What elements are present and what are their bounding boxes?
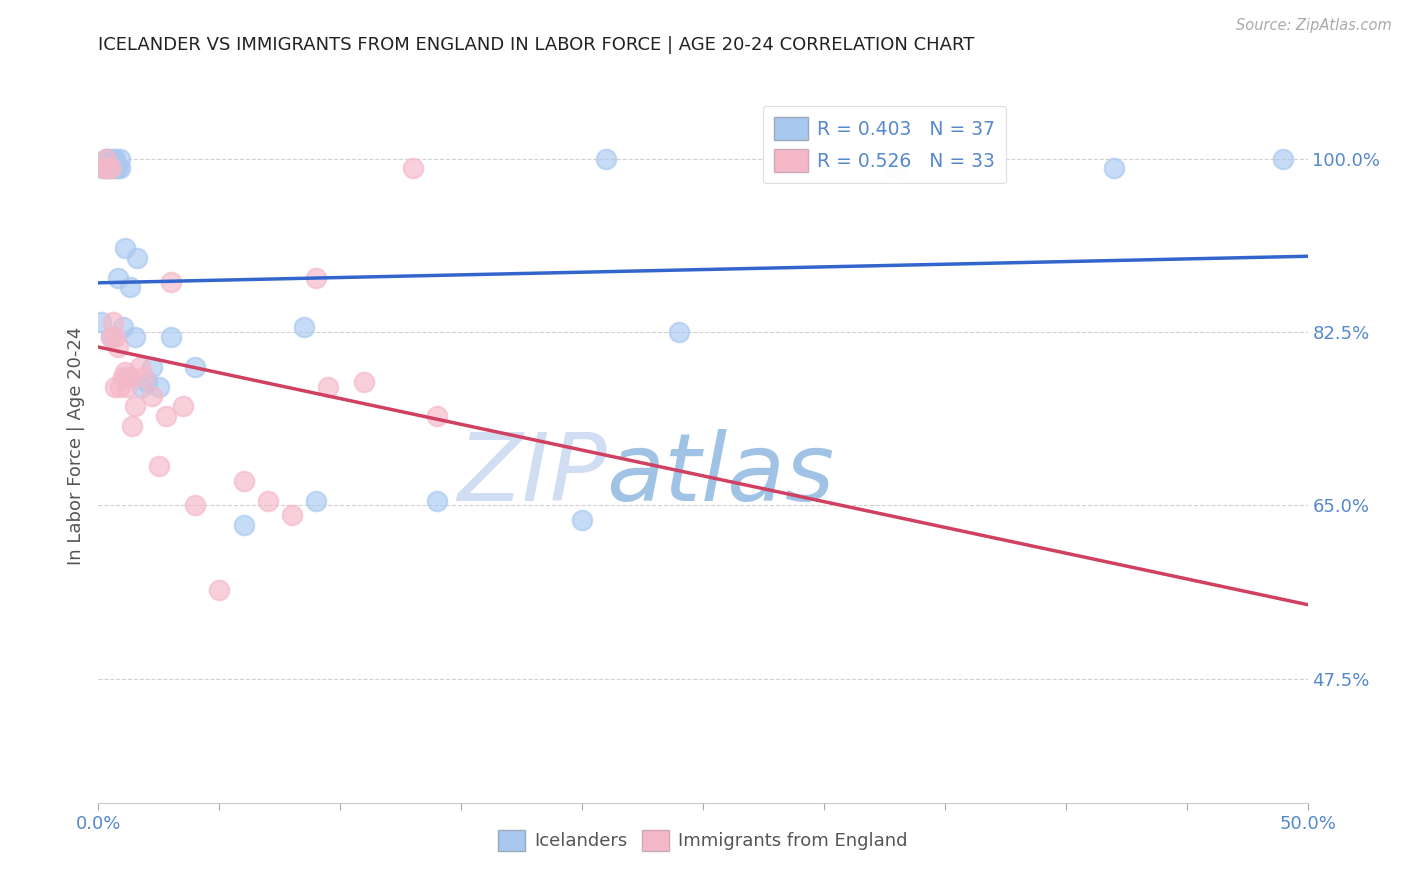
Text: atlas: atlas xyxy=(606,429,835,520)
Point xyxy=(100,330,122,344)
Point xyxy=(668,325,690,339)
Point xyxy=(121,419,143,434)
Point xyxy=(104,379,127,393)
Point xyxy=(100,330,122,344)
Point xyxy=(305,493,328,508)
Point xyxy=(97,161,120,176)
Point xyxy=(305,270,328,285)
Point xyxy=(127,251,149,265)
Point xyxy=(571,513,593,527)
Point xyxy=(94,152,117,166)
Point xyxy=(101,315,124,329)
Point xyxy=(94,161,117,176)
Point xyxy=(135,375,157,389)
Legend: Icelanders, Immigrants from England: Icelanders, Immigrants from England xyxy=(491,822,915,858)
Point xyxy=(172,400,194,414)
Point xyxy=(134,369,156,384)
Point xyxy=(141,389,163,403)
Text: ZIP: ZIP xyxy=(457,429,606,520)
Point xyxy=(1102,161,1125,176)
Text: ICELANDER VS IMMIGRANTS FROM ENGLAND IN LABOR FORCE | AGE 20-24 CORRELATION CHAR: ICELANDER VS IMMIGRANTS FROM ENGLAND IN … xyxy=(98,36,974,54)
Point xyxy=(100,161,122,176)
Point xyxy=(101,152,124,166)
Point xyxy=(117,369,139,384)
Point xyxy=(256,493,278,508)
Point xyxy=(160,330,183,344)
Y-axis label: In Labor Force | Age 20-24: In Labor Force | Age 20-24 xyxy=(66,326,84,566)
Point xyxy=(107,270,129,285)
Point xyxy=(104,330,127,344)
Point xyxy=(107,340,129,354)
Point xyxy=(124,400,146,414)
Point xyxy=(111,369,134,384)
Point xyxy=(131,379,153,393)
Point xyxy=(184,499,207,513)
Point xyxy=(426,493,449,508)
Point xyxy=(148,458,170,473)
Point xyxy=(426,409,449,424)
Point xyxy=(114,241,136,255)
Point xyxy=(595,152,617,166)
Point xyxy=(184,359,207,374)
Point xyxy=(128,359,150,374)
Point xyxy=(155,409,177,424)
Point xyxy=(111,320,134,334)
Point xyxy=(1272,152,1295,166)
Point xyxy=(148,379,170,393)
Point xyxy=(97,161,120,176)
Text: Source: ZipAtlas.com: Source: ZipAtlas.com xyxy=(1236,18,1392,33)
Point xyxy=(316,379,339,393)
Point xyxy=(107,161,129,176)
Point xyxy=(118,369,141,384)
Point xyxy=(402,161,425,176)
Point xyxy=(90,315,112,329)
Point xyxy=(94,152,117,166)
Point xyxy=(91,161,114,176)
Point xyxy=(353,375,375,389)
Point xyxy=(97,152,120,166)
Point xyxy=(160,276,183,290)
Point xyxy=(124,330,146,344)
Point xyxy=(104,161,127,176)
Point xyxy=(108,152,131,166)
Point xyxy=(141,359,163,374)
Point xyxy=(232,518,254,533)
Point xyxy=(292,320,315,334)
Point xyxy=(886,161,908,176)
Point xyxy=(114,365,136,379)
Point xyxy=(100,161,122,176)
Point xyxy=(91,161,114,176)
Point xyxy=(104,152,127,166)
Point xyxy=(108,379,131,393)
Point xyxy=(117,379,139,393)
Point xyxy=(208,582,231,597)
Point xyxy=(108,161,131,176)
Point xyxy=(281,508,304,523)
Point xyxy=(232,474,254,488)
Point xyxy=(118,280,141,294)
